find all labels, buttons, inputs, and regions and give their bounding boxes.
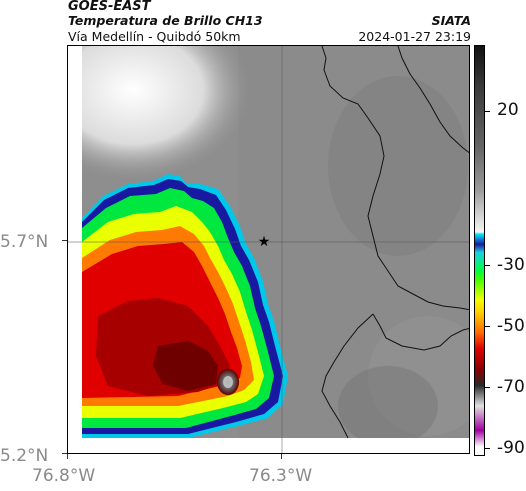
route-subtitle: Vía Medellín - Quibdó 50km	[68, 29, 241, 44]
satellite-map[interactable]: ★	[67, 45, 470, 454]
lat-label-lower: 5.2°N	[0, 446, 49, 466]
product-source: GOES-EAST	[68, 0, 151, 14]
colorbar-label-minus30: -30	[497, 255, 525, 275]
agency-label: SIATA	[431, 13, 471, 28]
colorbar-label-minus90: -90	[497, 438, 525, 458]
product-title: Temperatura de Brillo CH13	[68, 13, 263, 28]
colorbar-label-minus50: -50	[497, 316, 525, 336]
colorbar-label-20: 20	[497, 100, 519, 120]
colorbar-label-minus70: -70	[497, 377, 525, 397]
lon-label-left: 76.8°W	[32, 466, 96, 486]
contour-core	[153, 341, 218, 391]
map-canvas: ★	[68, 46, 469, 453]
colorbar	[474, 45, 485, 456]
timestamp: 2024-01-27 23:19	[358, 29, 471, 44]
star-icon: ★	[258, 234, 271, 250]
lat-label-upper: 5.7°N	[0, 232, 49, 252]
lon-label-right: 76.3°W	[249, 466, 313, 486]
admin-boundary	[321, 46, 469, 311]
